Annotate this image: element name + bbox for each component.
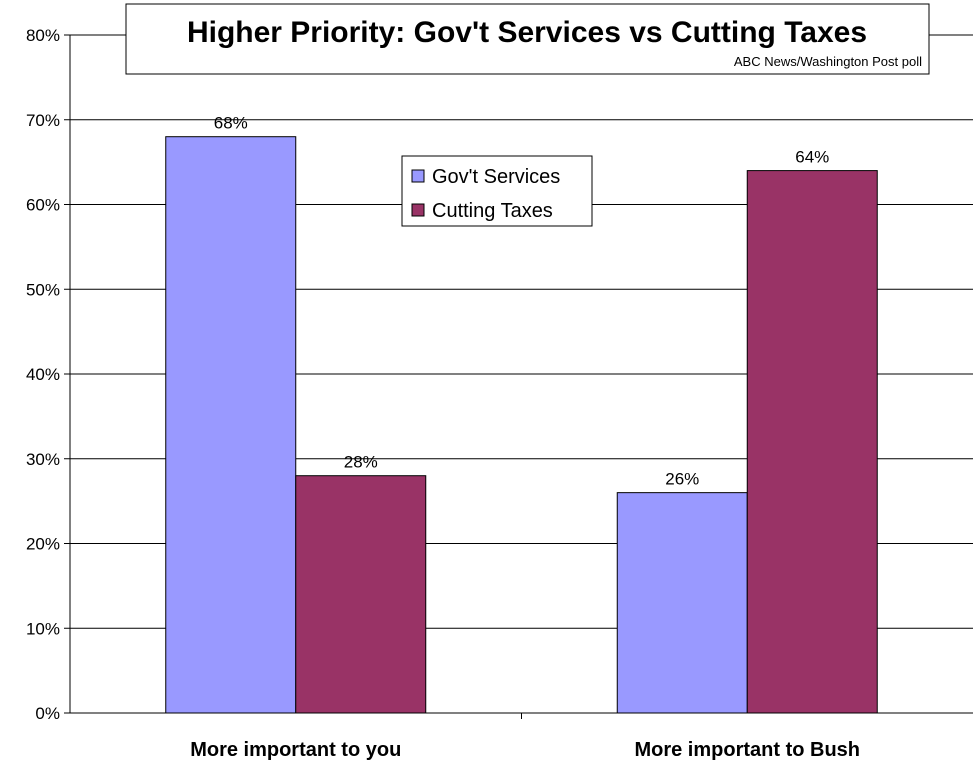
chart-title: Higher Priority: Gov't Services vs Cutti… (187, 16, 867, 49)
chart-subtitle: ABC News/Washington Post poll (734, 54, 922, 69)
legend-swatch (411, 203, 425, 217)
legend: Gov't Services Cutting Taxes (401, 155, 593, 227)
bar (295, 475, 427, 714)
x-tick-label: More important to you (190, 739, 401, 761)
x-tick-label: More important to Bush (634, 739, 860, 761)
bars (165, 136, 878, 714)
y-tick-label: 30% (26, 450, 60, 469)
legend-entry: Cutting Taxes (432, 200, 553, 222)
y-tick-label: 60% (26, 196, 60, 215)
y-tick-label: 80% (26, 26, 60, 45)
y-tick-label: 70% (26, 111, 60, 130)
y-tick-label: 50% (26, 280, 60, 299)
bar (165, 136, 297, 714)
bar (746, 170, 878, 714)
data-label: 28% (344, 453, 378, 472)
y-tick-label: 40% (26, 365, 60, 384)
legend-swatch (411, 169, 425, 183)
title-box: Higher Priority: Gov't Services vs Cutti… (125, 3, 930, 75)
y-tick-label: 0% (35, 704, 60, 723)
y-axis: 0% 10% 20% 30% 40% 50% 60% 70% 80% (26, 26, 71, 723)
data-label: 26% (665, 470, 699, 489)
data-label: 64% (795, 148, 829, 167)
bar (616, 492, 748, 714)
legend-entry: Gov't Services (432, 166, 560, 188)
data-labels: 68% 28% 26% 64% (214, 114, 830, 489)
y-tick-label: 20% (26, 535, 60, 554)
data-label: 68% (214, 114, 248, 133)
y-tick-label: 10% (26, 619, 60, 638)
x-axis: More important to you More important to B… (70, 712, 973, 761)
